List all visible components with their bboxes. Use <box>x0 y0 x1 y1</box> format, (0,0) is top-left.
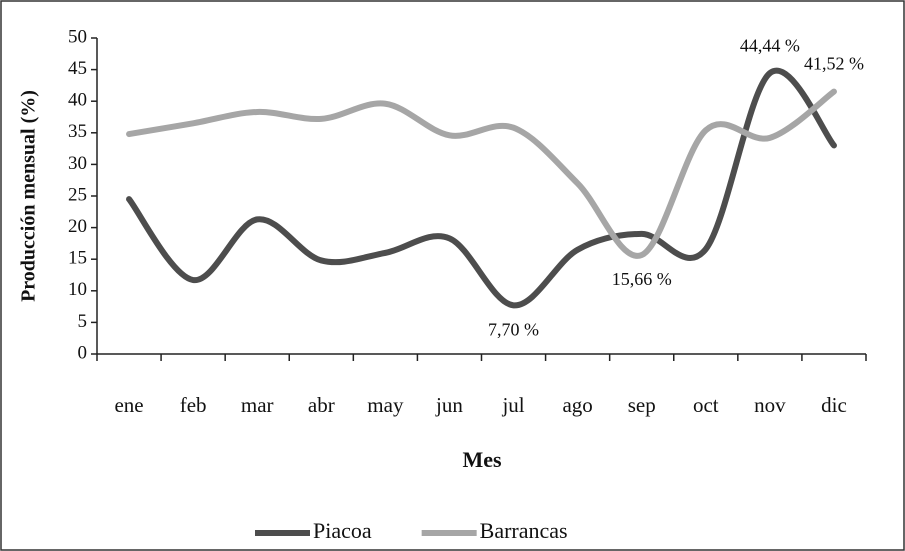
data-label: 44,44 % <box>740 35 800 55</box>
data-label: 15,66 % <box>612 269 672 289</box>
x-tick-label: may <box>367 393 404 417</box>
x-tick-label: feb <box>180 393 207 417</box>
y-tick-label: 25 <box>68 184 87 205</box>
data-label: 41,52 % <box>804 54 864 74</box>
y-tick-label: 10 <box>68 279 87 300</box>
x-tick-label: oct <box>693 393 719 417</box>
x-tick-label: sep <box>628 393 656 417</box>
x-tick-label: dic <box>821 393 847 417</box>
x-axis-label: Mes <box>462 447 502 472</box>
y-tick-label: 45 <box>68 58 87 79</box>
line-series <box>126 67 837 309</box>
y-tick-label: 15 <box>68 248 87 269</box>
x-tick-label: jun <box>435 393 463 417</box>
y-tick-label: 50 <box>68 26 87 47</box>
x-tick-label: ene <box>114 393 143 417</box>
x-tick-label: ago <box>562 393 592 417</box>
y-tick-label: 0 <box>78 342 88 363</box>
y-tick-label: 35 <box>68 121 87 142</box>
y-tick-label: 5 <box>78 311 88 332</box>
data-label: 7,70 % <box>488 319 539 339</box>
x-tick-label: mar <box>241 393 274 417</box>
y-tick-label: 40 <box>68 90 87 111</box>
y-tick-label: 20 <box>68 216 87 237</box>
legend-label: Piacoa <box>313 518 372 543</box>
x-tick-label: abr <box>308 393 335 417</box>
y-tick-label: 30 <box>68 153 87 174</box>
legend-label: Barrancas <box>480 518 568 543</box>
line-series <box>126 88 837 259</box>
x-tick-label: nov <box>754 393 786 417</box>
y-axis-label: Producción mensual (%) <box>18 90 40 302</box>
x-tick-label: jul <box>501 393 524 417</box>
